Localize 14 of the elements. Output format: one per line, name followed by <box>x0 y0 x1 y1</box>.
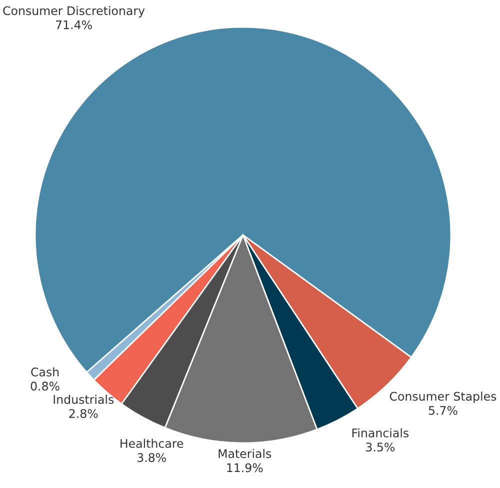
data-label: 3.8% <box>138 453 166 462</box>
slice-label: Healthcare <box>120 438 184 448</box>
data-label: 11.9% <box>227 463 263 472</box>
slice-label: Cash <box>31 367 59 376</box>
slice-label: Financials <box>352 428 409 438</box>
data-label: 5.7% <box>428 406 458 415</box>
data-label: 3.5% <box>366 442 395 452</box>
data-label: 2.8% <box>69 409 98 418</box>
slice-label: Industrials <box>54 394 114 404</box>
data-label: 0.8% <box>30 382 60 391</box>
slice-label: Consumer Discretionary <box>3 6 145 18</box>
slice-label: Consumer Staples <box>390 392 496 404</box>
data-label: 71.4% <box>56 20 92 30</box>
slice-label: Materials <box>218 448 272 458</box>
